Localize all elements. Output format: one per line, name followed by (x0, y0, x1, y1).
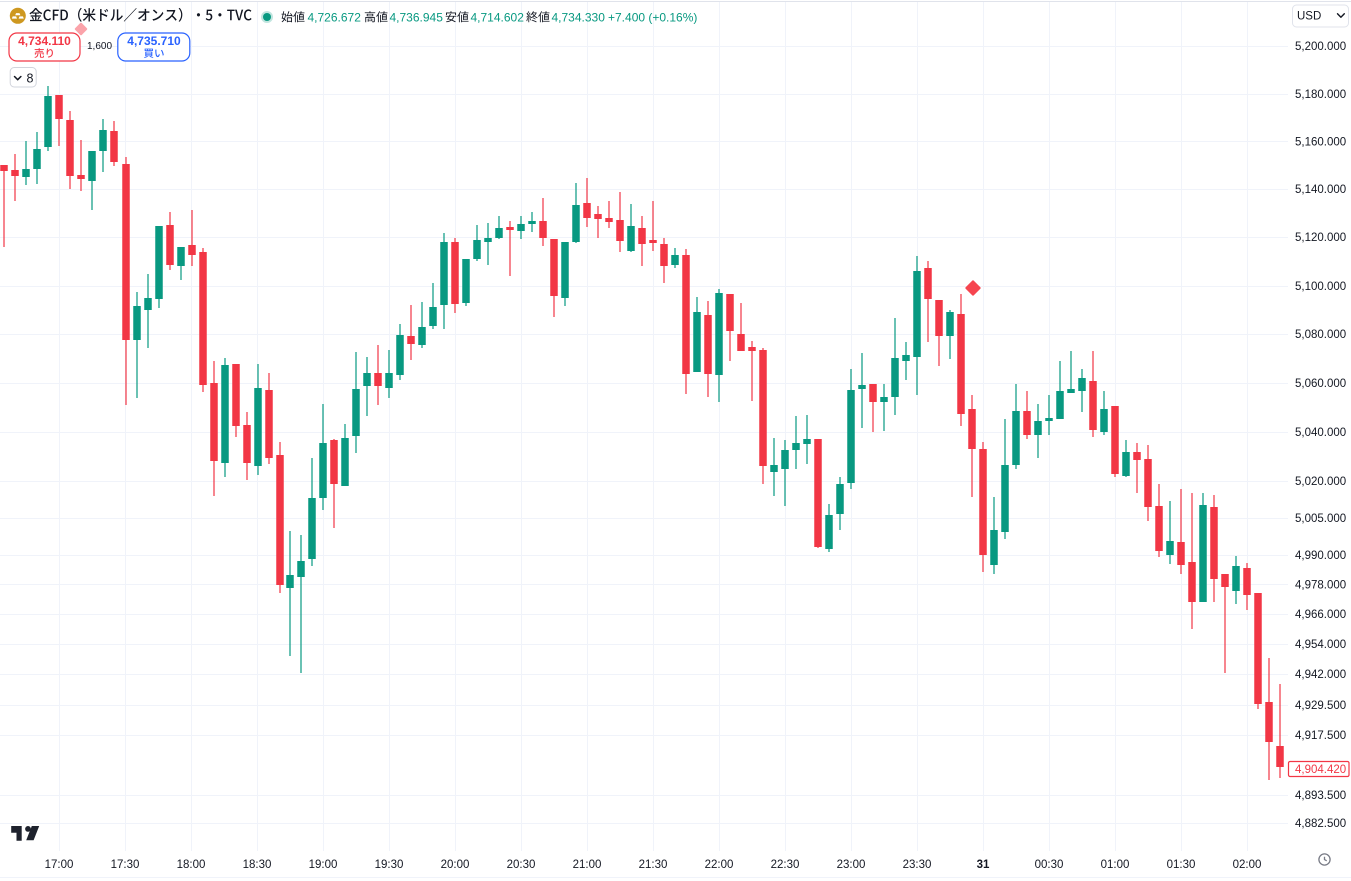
svg-text:31: 31 (977, 859, 990, 871)
svg-text:4,917.500: 4,917.500 (1295, 730, 1346, 742)
svg-text:4,990.000: 4,990.000 (1295, 550, 1346, 562)
svg-text:4,735.710: 4,735.710 (127, 34, 181, 48)
svg-text:01:30: 01:30 (1167, 859, 1196, 871)
svg-text:5,140.000: 5,140.000 (1295, 184, 1346, 196)
svg-text:17:30: 17:30 (111, 859, 140, 871)
svg-text:22:30: 22:30 (771, 859, 800, 871)
svg-text:4,954.000: 4,954.000 (1295, 639, 1346, 651)
svg-text:5,040.000: 5,040.000 (1295, 427, 1346, 439)
svg-text:5,180.000: 5,180.000 (1295, 89, 1346, 101)
svg-text:5,020.000: 5,020.000 (1295, 476, 1346, 488)
svg-text:18:00: 18:00 (177, 859, 206, 871)
svg-text:5,120.000: 5,120.000 (1295, 232, 1346, 244)
svg-text:USD: USD (1297, 11, 1321, 23)
svg-text:5,200.000: 5,200.000 (1295, 41, 1346, 53)
svg-text:20:00: 20:00 (441, 859, 470, 871)
svg-text:4,882.500: 4,882.500 (1295, 818, 1346, 830)
svg-text:21:00: 21:00 (573, 859, 602, 871)
svg-text:4,734.110: 4,734.110 (18, 34, 71, 48)
svg-text:4,966.000: 4,966.000 (1295, 609, 1346, 621)
svg-text:5,060.000: 5,060.000 (1295, 378, 1346, 390)
svg-text:8: 8 (27, 72, 34, 86)
svg-text:02:00: 02:00 (1233, 859, 1262, 871)
svg-text:21:30: 21:30 (639, 859, 668, 871)
svg-text:5,080.000: 5,080.000 (1295, 329, 1346, 341)
svg-text:19:00: 19:00 (309, 859, 338, 871)
svg-text:+7.400 (+0.16%): +7.400 (+0.16%) (608, 10, 697, 24)
svg-text:4,904.420: 4,904.420 (1295, 764, 1346, 776)
svg-text:5,100.000: 5,100.000 (1295, 281, 1346, 293)
svg-text:1,600: 1,600 (87, 41, 112, 52)
svg-text:00:30: 00:30 (1035, 859, 1064, 871)
svg-text:4,714.602: 4,714.602 (471, 10, 525, 24)
svg-text:4,736.945: 4,736.945 (390, 10, 444, 24)
svg-text:22:00: 22:00 (705, 859, 734, 871)
svg-text:18:30: 18:30 (243, 859, 272, 871)
svg-text:17:00: 17:00 (45, 859, 74, 871)
svg-text:23:00: 23:00 (837, 859, 866, 871)
svg-text:4,893.500: 4,893.500 (1295, 790, 1346, 802)
svg-text:20:30: 20:30 (507, 859, 536, 871)
svg-text:4,929.500: 4,929.500 (1295, 700, 1346, 712)
svg-text:4,726.672: 4,726.672 (308, 10, 362, 24)
svg-text:01:00: 01:00 (1101, 859, 1130, 871)
svg-text:5,160.000: 5,160.000 (1295, 137, 1346, 149)
svg-text:5,005.000: 5,005.000 (1295, 513, 1346, 525)
svg-text:19:30: 19:30 (375, 859, 404, 871)
svg-text:4,978.000: 4,978.000 (1295, 580, 1346, 592)
svg-text:4,942.000: 4,942.000 (1295, 669, 1346, 681)
svg-text:4,734.330: 4,734.330 (552, 10, 606, 24)
svg-text:23:30: 23:30 (903, 859, 932, 871)
